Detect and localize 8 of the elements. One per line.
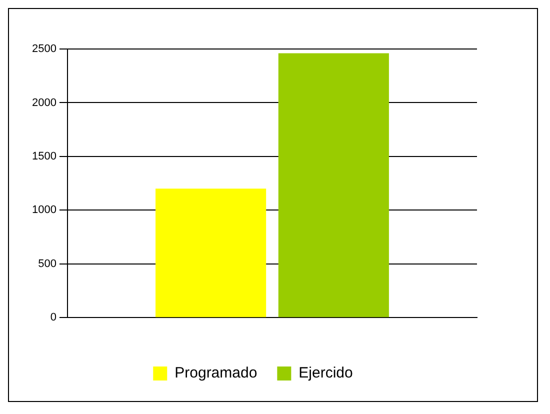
- y-tick-label: 500: [38, 258, 56, 270]
- y-tick-label: 1500: [32, 150, 56, 162]
- legend-label: Ejercido: [298, 364, 353, 382]
- y-tick-label: 2500: [32, 43, 56, 56]
- y-tick-label: 1000: [32, 204, 56, 216]
- y-tick-label: 0: [50, 312, 56, 324]
- y-tick-label: 2000: [32, 96, 56, 109]
- legend-label: Programado: [174, 364, 258, 382]
